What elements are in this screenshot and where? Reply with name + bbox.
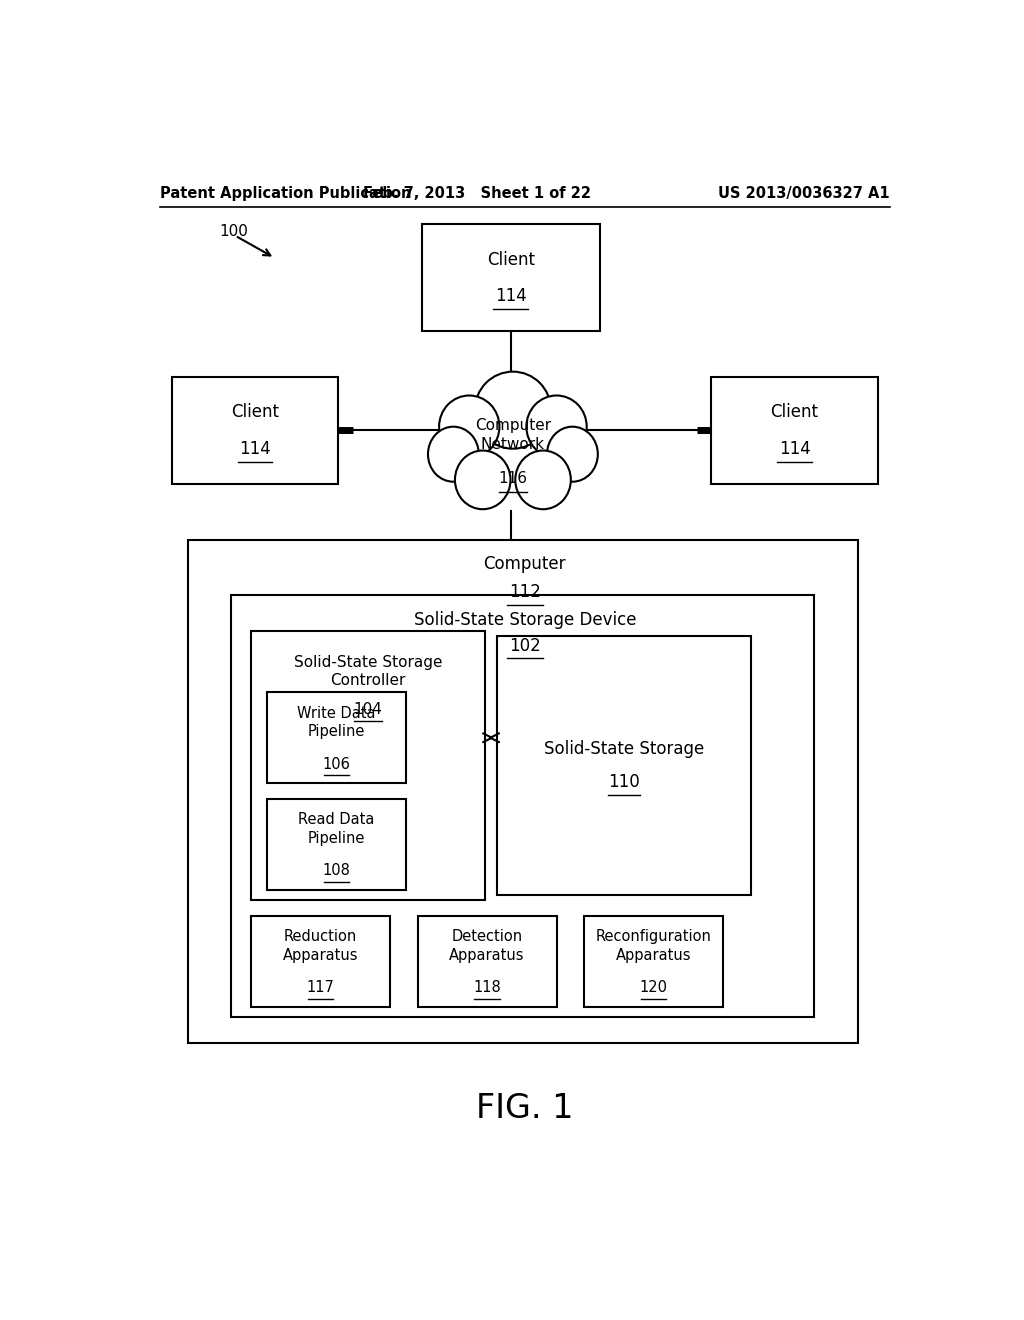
Bar: [231, 595, 814, 1018]
Bar: [251, 631, 485, 900]
Text: 120: 120: [640, 981, 668, 995]
Ellipse shape: [526, 396, 587, 458]
Text: Reduction
Apparatus: Reduction Apparatus: [283, 929, 358, 962]
Text: Reconfiguration
Apparatus: Reconfiguration Apparatus: [596, 929, 712, 962]
Text: Solid-State Storage Device: Solid-State Storage Device: [414, 611, 636, 628]
Text: 116: 116: [499, 471, 527, 486]
Text: Read Data
Pipeline: Read Data Pipeline: [298, 812, 375, 846]
Text: Write Data
Pipeline: Write Data Pipeline: [297, 706, 376, 739]
Text: 104: 104: [353, 702, 383, 717]
Text: 114: 114: [778, 440, 811, 458]
Ellipse shape: [475, 372, 551, 449]
Text: 114: 114: [239, 440, 271, 458]
Bar: [187, 540, 858, 1043]
Text: Client: Client: [771, 403, 818, 421]
Bar: [497, 636, 751, 895]
Text: 108: 108: [323, 863, 350, 878]
Text: Detection
Apparatus: Detection Apparatus: [450, 929, 525, 962]
Text: 114: 114: [495, 288, 526, 305]
Ellipse shape: [515, 450, 570, 510]
Text: Solid-State Storage: Solid-State Storage: [544, 741, 705, 759]
Text: 117: 117: [306, 981, 335, 995]
Text: Client: Client: [487, 251, 535, 268]
Text: Client: Client: [231, 403, 279, 421]
Text: US 2013/0036327 A1: US 2013/0036327 A1: [718, 186, 890, 202]
Ellipse shape: [547, 426, 598, 482]
Text: 106: 106: [323, 756, 350, 772]
Text: Computer: Computer: [483, 554, 566, 573]
Text: 110: 110: [608, 774, 640, 791]
Text: 118: 118: [473, 981, 501, 995]
Text: 102: 102: [509, 638, 541, 655]
Bar: [267, 692, 406, 784]
Bar: [267, 799, 406, 890]
Bar: [422, 224, 600, 331]
Text: Patent Application Publication: Patent Application Publication: [160, 186, 412, 202]
Bar: [712, 378, 878, 483]
Ellipse shape: [439, 396, 500, 458]
Ellipse shape: [455, 450, 511, 510]
Text: 112: 112: [509, 583, 541, 602]
Text: 100: 100: [219, 224, 248, 239]
Ellipse shape: [428, 426, 479, 482]
Bar: [585, 916, 723, 1007]
Text: FIG. 1: FIG. 1: [476, 1092, 573, 1125]
Text: Feb. 7, 2013   Sheet 1 of 22: Feb. 7, 2013 Sheet 1 of 22: [364, 186, 591, 202]
Text: Computer
Network: Computer Network: [475, 418, 551, 451]
Bar: [418, 916, 557, 1007]
Bar: [251, 916, 390, 1007]
Bar: [172, 378, 338, 483]
Text: Solid-State Storage
Controller: Solid-State Storage Controller: [294, 655, 442, 689]
